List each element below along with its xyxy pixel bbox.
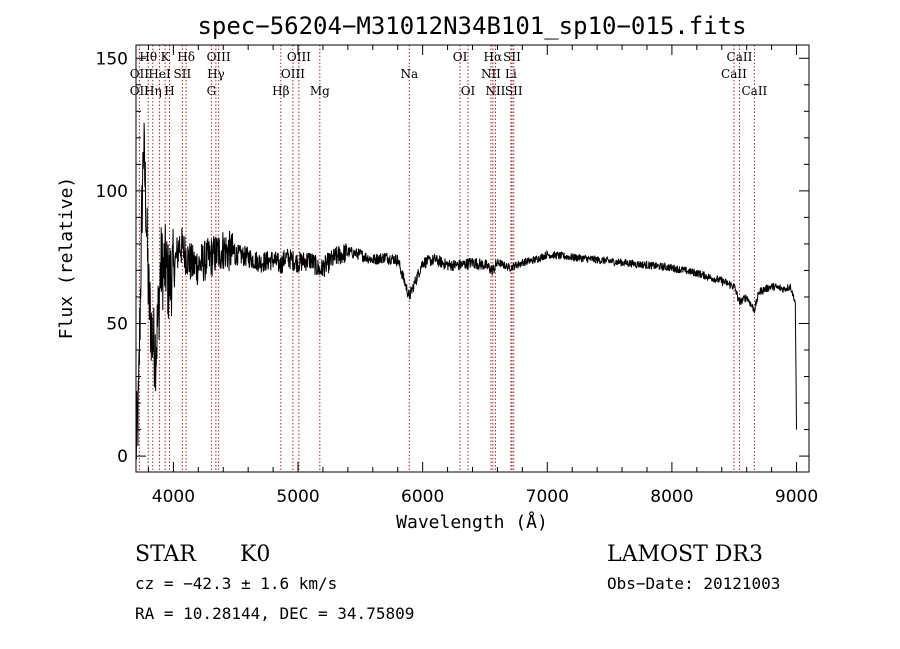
x-tick-label: 9000: [775, 487, 818, 507]
y-axis-ticks: 0 50 100 150: [96, 49, 809, 467]
spectral-line-label: HeI: [148, 67, 171, 81]
survey-name: LAMOST DR3: [607, 542, 763, 567]
spectral-line-label: CaII: [721, 67, 747, 81]
spectral-line-label: Hγ: [207, 67, 225, 81]
object-class: STAR: [135, 542, 197, 567]
spectral-line-label: Hη: [144, 84, 162, 98]
spectral-line-label: SII: [503, 50, 521, 64]
spectral-line-label: SII: [505, 84, 523, 98]
spectrum-line: [135, 122, 797, 460]
spectral-line-label: Hα: [484, 50, 503, 64]
x-tick-label: 6000: [401, 487, 444, 507]
y-tick-label: 150: [96, 49, 128, 69]
spectral-line-label: Hδ: [177, 50, 195, 64]
coordinates: RA = 10.28144, DEC = 34.75809: [135, 604, 414, 623]
spectral-line-label: NII: [481, 67, 501, 81]
x-axis-label: Wavelength (Å): [396, 511, 548, 533]
spectral-line-label: Hθ: [139, 50, 157, 64]
x-axis-ticks: 4000 5000 6000 7000 8000 9000: [147, 45, 818, 507]
spectral-line-label: SII: [174, 67, 192, 81]
spectral-line-label: OII: [130, 84, 150, 98]
spectral-line-label: CaII: [727, 50, 753, 64]
spectral-line-label: OIII: [281, 67, 305, 81]
y-tick-label: 100: [96, 182, 128, 202]
x-tick-label: 5000: [276, 487, 319, 507]
spectral-line-label: OI: [453, 50, 468, 64]
x-tick-label: 8000: [650, 487, 693, 507]
spectral-line-label: OIII: [207, 50, 231, 64]
redshift-cz: cz = −42.3 ± 1.6 km/s: [135, 574, 337, 593]
spectral-line-label: Mg: [310, 84, 330, 98]
spectral-line-markers: [138, 45, 755, 472]
x-tick-label: 7000: [526, 487, 569, 507]
spectral-line-label: Na: [400, 67, 418, 81]
spectral-line-label: CaII: [741, 84, 767, 98]
spectral-line-label: Hβ: [272, 84, 289, 98]
y-tick-label: 50: [106, 314, 128, 334]
y-axis-label: Flux (relative): [56, 177, 77, 340]
object-subclass: K0: [240, 542, 270, 567]
x-tick-label: 4000: [152, 487, 195, 507]
obs-date: Obs−Date: 20121003: [607, 574, 780, 593]
y-tick-label: 0: [117, 447, 128, 467]
spectral-line-label: OII: [130, 67, 150, 81]
chart-title: spec−56204−M31012N34B101_sp10−015.fits: [197, 12, 746, 40]
spectral-line-label: Li: [505, 67, 517, 81]
spectral-line-label: NII: [485, 84, 505, 98]
spectral-line-label: OI: [461, 84, 476, 98]
spectral-line-label: H: [164, 84, 174, 98]
spectral-line-label: G: [207, 84, 217, 98]
spectral-line-label: K: [161, 50, 171, 64]
spectral-line-label: OIII: [287, 50, 311, 64]
